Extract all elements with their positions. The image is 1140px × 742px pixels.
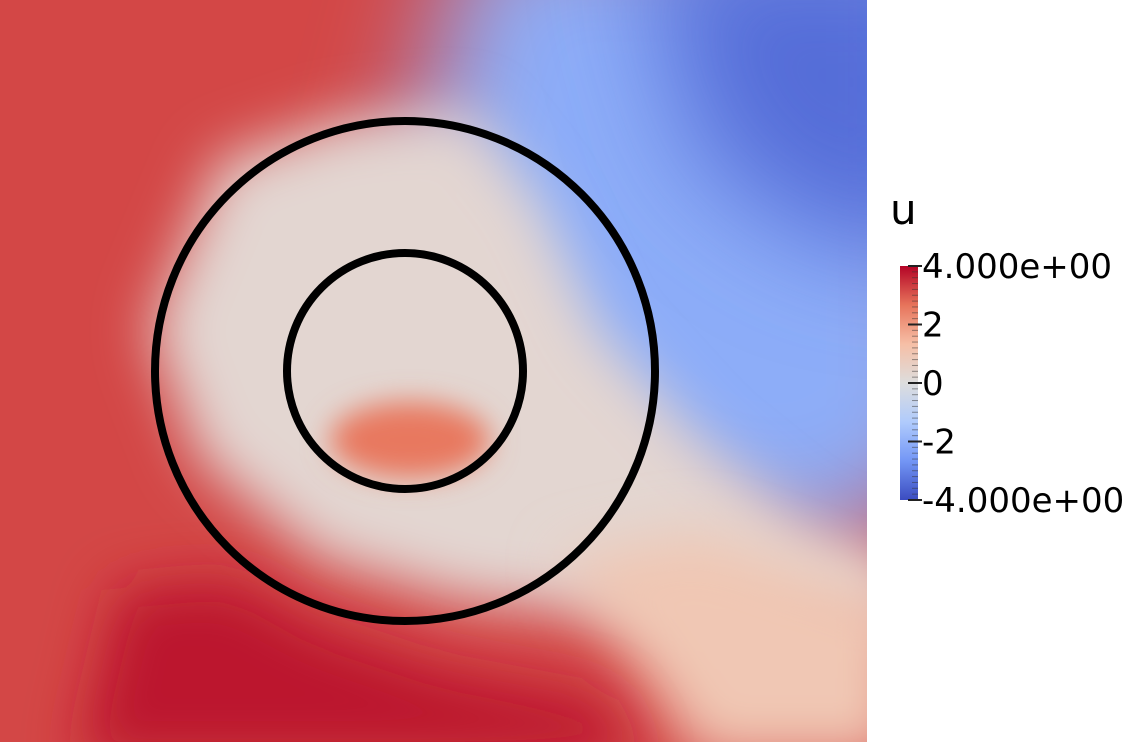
- colorbar-tick-label: 0: [922, 364, 944, 404]
- field-region-blue-core: [656, 0, 867, 247]
- field-region-neutral: [150, 110, 867, 638]
- colorbar-title: u: [890, 185, 917, 234]
- colorbar-svg: u 4.000e+00 2 0 -2 -4.000e+00: [890, 185, 1124, 521]
- outer-circle: [151, 117, 659, 625]
- inner-circle: [283, 249, 527, 493]
- colorbar-tick-label: -4.000e+00: [922, 481, 1124, 521]
- colorbar-tick-label: 2: [922, 306, 944, 346]
- field-layers: [0, 0, 867, 742]
- field-plot-svg: [0, 0, 867, 742]
- colorbar-tick-label: -2: [922, 423, 956, 463]
- field-region-inner-hotspot: [330, 402, 490, 478]
- field-region-lower-left-hotspot: [84, 580, 628, 742]
- colorbar-legend: u 4.000e+00 2 0 -2 -4.000e+00: [870, 180, 1140, 540]
- colorbar-ticks: 4.000e+00 2 0 -2 -4.000e+00: [908, 247, 1124, 521]
- field-plot: [0, 0, 867, 742]
- field-region-lower-right: [560, 530, 867, 742]
- colorbar-tick-label: 4.000e+00: [922, 247, 1112, 287]
